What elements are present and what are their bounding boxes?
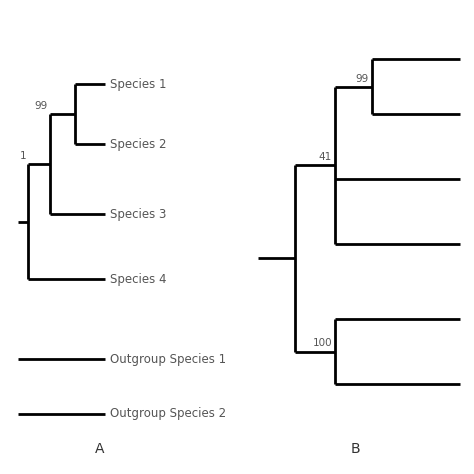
Text: Species 1: Species 1: [110, 78, 166, 91]
Text: Outgroup Species 1: Outgroup Species 1: [110, 353, 226, 365]
Text: 41: 41: [319, 152, 332, 162]
Text: Species 4: Species 4: [110, 273, 166, 285]
Text: B: B: [350, 442, 360, 456]
Text: Outgroup Species 2: Outgroup Species 2: [110, 408, 226, 420]
Text: 1: 1: [19, 151, 26, 161]
Text: 99: 99: [356, 73, 369, 83]
Text: Species 2: Species 2: [110, 137, 166, 151]
Text: 100: 100: [312, 338, 332, 348]
Text: Species 3: Species 3: [110, 208, 166, 220]
Text: A: A: [95, 442, 105, 456]
Text: 99: 99: [35, 101, 48, 111]
